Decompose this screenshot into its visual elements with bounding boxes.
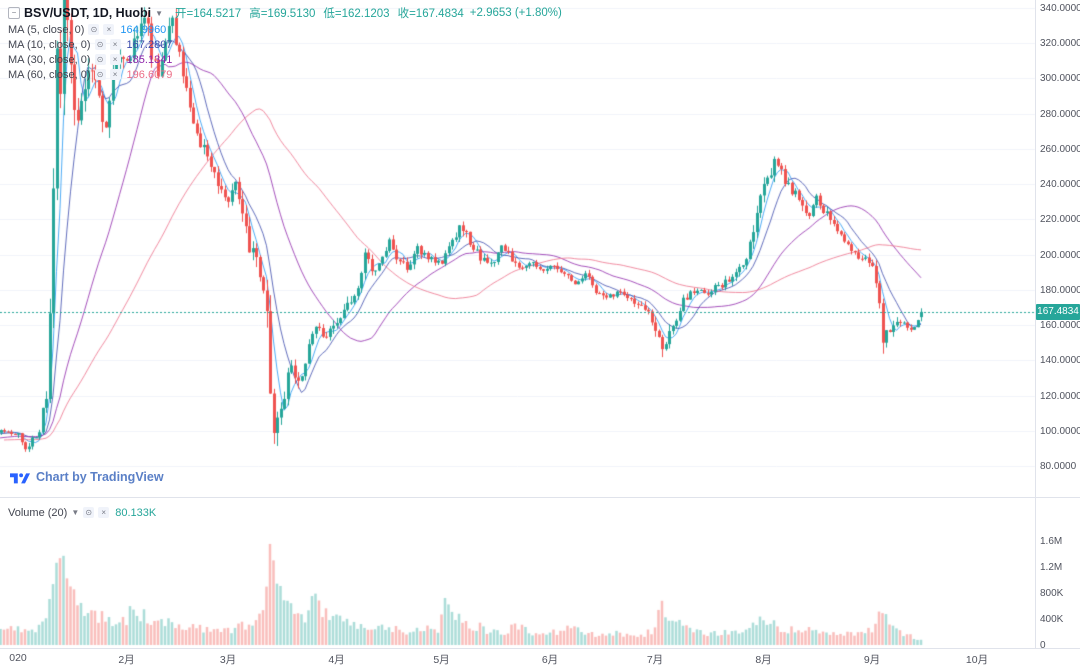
ma60-value: 196.6079 <box>126 68 173 81</box>
ma30-value: 185.1341 <box>126 53 173 66</box>
time-tick-label: 10月 <box>965 654 989 666</box>
time-tick-label: 9月 <box>863 654 881 666</box>
visibility-icon[interactable]: ⊙ <box>94 39 106 50</box>
price-tick-label: 200.0000 <box>1040 249 1080 261</box>
volume-tick-label: 1.6M <box>1040 536 1063 547</box>
price-tick-label: 220.0000 <box>1040 214 1080 226</box>
price-tick-label: 160.0000 <box>1040 320 1080 332</box>
volume-tick-label: 400K <box>1040 614 1064 625</box>
ohlc-values: 开=164.5217 高=169.5130 低=162.1203 收=167.4… <box>175 5 464 21</box>
price-tick-label: 100.0000 <box>1040 425 1080 437</box>
price-tick-label: 260.0000 <box>1040 143 1080 155</box>
close-value: 收=167.4834 <box>397 8 464 20</box>
visibility-icon[interactable]: ⊙ <box>83 507 95 518</box>
volume-tick-label: 0 <box>1040 640 1046 651</box>
price-tick-label: 80.0000 <box>1040 461 1077 472</box>
attribution-text: Chart by TradingView <box>36 470 164 484</box>
volume-legend: Volume (20) ▼ ⊙ × 80.133K <box>8 505 156 520</box>
pane-divider[interactable] <box>0 497 1080 498</box>
time-axis[interactable]: 020 2月 3月 4月 5月 6月 7月 8月 9月 10月 <box>0 652 1080 672</box>
price-tick-label: 240.0000 <box>1040 179 1080 191</box>
low-value: 低=162.1203 <box>323 8 390 20</box>
visibility-icon[interactable]: ⊙ <box>94 69 106 80</box>
time-tick-label: 020 <box>9 652 27 664</box>
price-tick-label: 340.0000 <box>1040 3 1080 14</box>
ma10-value: 167.2807 <box>126 38 173 51</box>
time-axis-divider <box>0 648 1080 649</box>
time-tick-label: 6月 <box>541 654 559 666</box>
price-tick-label: 120.0000 <box>1040 390 1080 402</box>
ma5-row: MA (5, close, 0) ⊙ × 164.9960 <box>8 22 562 37</box>
volume-tick-label: 800K <box>1040 588 1064 599</box>
remove-icon[interactable]: × <box>109 69 121 80</box>
volume-axis: 1.6M 1.2M 800K 400K 0 <box>1040 0 1080 651</box>
price-tick-label: 320.0000 <box>1040 38 1080 50</box>
price-tick-label: 300.0000 <box>1040 73 1080 85</box>
ma60-label[interactable]: MA (60, close, 0) <box>8 68 91 81</box>
volume-caret-icon[interactable]: ▼ <box>71 508 80 517</box>
ma10-label[interactable]: MA (10, close, 0) <box>8 38 91 51</box>
visibility-icon[interactable]: ⊙ <box>94 54 106 65</box>
tradingview-logo-icon <box>10 472 30 483</box>
tradingview-attribution[interactable]: Chart by TradingView <box>10 470 164 484</box>
price-axis[interactable]: 340.0000 320.0000 300.0000 280.0000 260.0000… <box>1040 0 1080 648</box>
time-tick-label: 5月 <box>433 654 450 666</box>
legend-collapse-icon[interactable]: − <box>8 7 20 19</box>
time-tick-label: 2月 <box>118 654 135 666</box>
ma60-row: MA (60, close, 0) ⊙ × 196.6079 <box>8 67 562 82</box>
high-value: 高=169.5130 <box>249 8 316 20</box>
price-tick-label: 140.0000 <box>1040 355 1080 367</box>
price-tick-label: 280.0000 <box>1040 108 1080 120</box>
ma30-label[interactable]: MA (30, close, 0) <box>8 53 91 66</box>
volume-value: 80.133K <box>115 506 157 519</box>
remove-icon[interactable]: × <box>103 24 115 35</box>
price-change: +2.9653 (+1.80%) <box>469 7 562 19</box>
volume-tick-label: 1.2M <box>1040 562 1063 573</box>
remove-icon[interactable]: × <box>98 507 110 518</box>
ma5-label[interactable]: MA (5, close, 0) <box>8 23 85 36</box>
time-tick-label: 4月 <box>328 654 345 666</box>
visibility-icon[interactable]: ⊙ <box>88 24 100 35</box>
symbol-dropdown-caret-icon[interactable]: ▼ <box>155 8 164 18</box>
ma30-row: MA (30, close, 0) ⊙ × 185.1341 <box>8 52 562 67</box>
time-tick-label: 3月 <box>219 654 237 666</box>
symbol-title[interactable]: BSV/USDT, 1D, Huobi <box>24 6 152 20</box>
price-axis-divider <box>1035 0 1036 648</box>
last-price-tag: 167.4834 <box>1036 303 1080 320</box>
open-value: 开=164.5217 <box>175 8 242 20</box>
remove-icon[interactable]: × <box>109 54 121 65</box>
ma5-value: 164.9960 <box>120 23 167 36</box>
time-tick-label: 7月 <box>646 654 664 666</box>
volume-label[interactable]: Volume (20) <box>8 506 68 519</box>
ma10-row: MA (10, close, 0) ⊙ × 167.2807 <box>8 37 562 52</box>
price-tick-label: 180.0000 <box>1040 284 1080 296</box>
time-tick-label: 8月 <box>755 654 772 666</box>
symbol-legend: − BSV/USDT, 1D, Huobi ▼ 开=164.5217 高=169… <box>8 4 562 82</box>
remove-icon[interactable]: × <box>109 39 121 50</box>
